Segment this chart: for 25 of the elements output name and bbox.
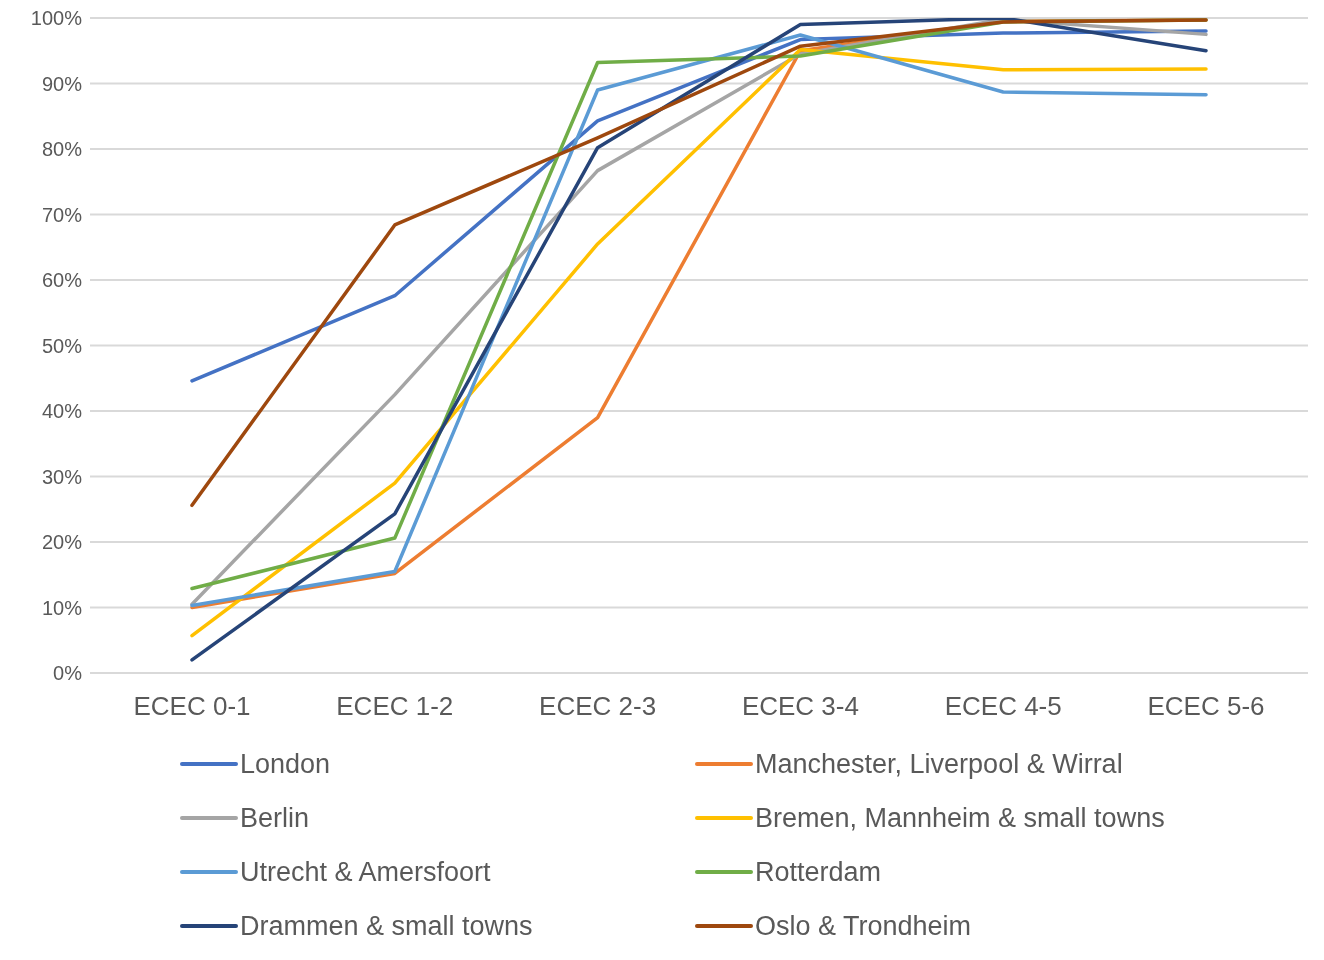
legend-label: London (240, 748, 331, 780)
y-tick-label: 100% (30, 7, 83, 30)
legend-label: Manchester, Liverpool & Wirral (755, 748, 1123, 780)
legend-label: Rotterdam (755, 856, 882, 888)
legend-label: Bremen, Mannheim & small towns (755, 802, 1165, 834)
y-tick-label: 80% (41, 138, 83, 161)
y-tick-label: 20% (41, 531, 83, 554)
y-tick-label: 0% (53, 662, 83, 685)
x-tick-label: ECEC 5-6 (1147, 691, 1265, 722)
legend-label: Berlin (240, 802, 310, 834)
legend-label: Utrecht & Amersfoort (240, 856, 491, 888)
x-tick-label: ECEC 3-4 (741, 691, 859, 722)
x-tick-label: ECEC 2-3 (539, 691, 657, 722)
y-tick-label: 40% (41, 400, 83, 423)
x-tick-label: ECEC 0-1 (133, 691, 251, 722)
y-tick-label: 50% (41, 334, 83, 357)
x-tick-label: ECEC 4-5 (944, 691, 1062, 722)
y-tick-label: 70% (41, 203, 83, 226)
y-tick-label: 10% (41, 596, 83, 619)
y-tick-label: 90% (41, 72, 83, 95)
x-tick-label: ECEC 1-2 (336, 691, 454, 722)
legend-label: Oslo & Trondheim (755, 910, 972, 942)
y-tick-label: 30% (41, 465, 83, 488)
legend-label: Drammen & small towns (240, 910, 533, 942)
y-tick-label: 60% (41, 269, 83, 292)
